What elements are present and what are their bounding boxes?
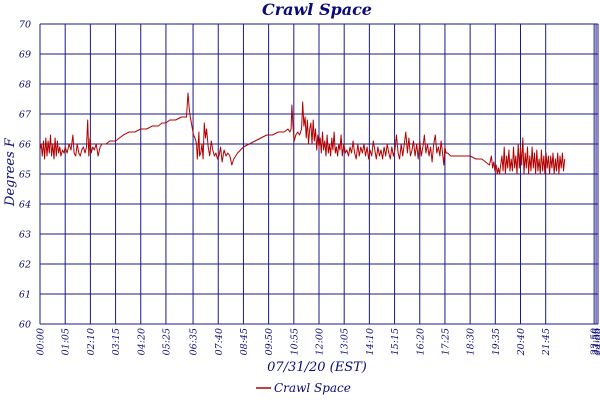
x-tick-label: 07:40 [214, 328, 225, 355]
x-tick-label: 24:00 [594, 328, 600, 356]
y-tick-label: 65 [19, 170, 31, 181]
x-tick-label: 12:00 [315, 328, 326, 355]
x-tick-label: 08:45 [239, 328, 250, 355]
x-tick-label: 04:20 [136, 328, 147, 355]
x-tick-label: 14:10 [365, 328, 376, 355]
y-tick-label: 67 [19, 110, 32, 121]
x-tick-label: 23:50 [590, 328, 600, 356]
y-tick-label: 60 [19, 320, 31, 331]
x-tick-label: 09:50 [264, 328, 275, 355]
x-tick-label: 13:05 [340, 328, 351, 355]
x-tick-label: 10:55 [289, 328, 300, 355]
x-tick-label: 21:45 [541, 328, 552, 356]
x-tick-label: 19:35 [491, 328, 502, 355]
x-tick-label: 17:25 [440, 328, 451, 355]
x-tick-label: 16:20 [415, 328, 426, 355]
x-axis-ticks: 00:00 01:05 02:10 03:15 04:20 05:25 06:35 07:40… [36, 328, 600, 356]
x-tick-label: 23:55 [592, 328, 600, 356]
y-tick-label: 64 [19, 200, 31, 211]
x-tick-label: 15:15 [390, 328, 401, 355]
y-tick-label: 70 [19, 20, 31, 31]
chart-title: Crawl Space [262, 0, 372, 19]
y-axis-ticks: 60 61 62 63 64 65 66 67 68 69 70 [19, 20, 32, 331]
x-tick-label: 20:40 [516, 328, 527, 356]
x-tick-label: 18:30 [466, 328, 477, 355]
x-tick-label: 03:15 [111, 328, 122, 355]
y-tick-label: 66 [19, 140, 31, 151]
x-tick-label: 06:35 [189, 328, 200, 355]
x-tick-label: 05:25 [161, 328, 172, 355]
y-tick-label: 62 [19, 260, 31, 271]
grid [39, 23, 599, 325]
x-axis-label: 07/31/20 (EST) [267, 360, 367, 375]
y-tick-label: 69 [19, 50, 31, 61]
y-axis-label: Degrees F [3, 137, 18, 207]
plot-series [39, 92, 566, 175]
series-line-crawl-space [39, 92, 566, 175]
x-tick-label: 01:05 [61, 328, 72, 355]
legend-label: Crawl Space [274, 381, 351, 395]
legend: Crawl Space [256, 381, 351, 395]
y-tick-label: 68 [19, 80, 31, 91]
x-tick-label: 00:00 [36, 328, 47, 355]
x-tick-label: 02:10 [86, 328, 97, 355]
y-tick-label: 61 [19, 290, 31, 301]
y-tick-label: 63 [19, 230, 31, 241]
